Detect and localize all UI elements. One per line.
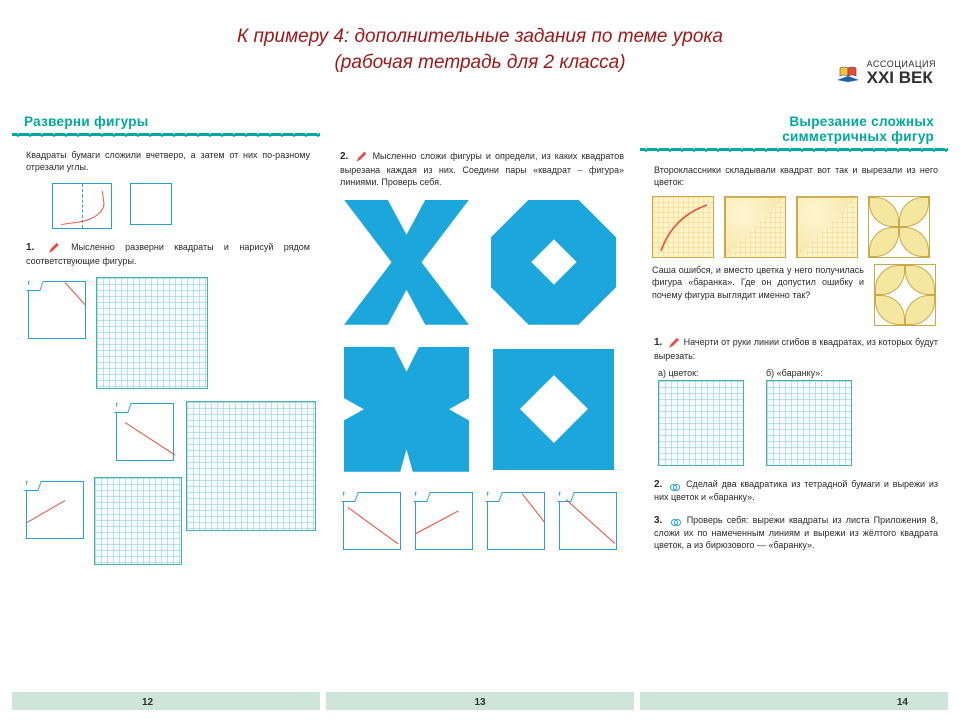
book-icon <box>835 64 861 84</box>
page-footer <box>12 692 320 710</box>
logo-bottom: XXI ВЕК <box>867 68 933 87</box>
title-line-1: К примеру 4: дополнительные задания по т… <box>20 24 940 50</box>
page-14: Вырезание сложных симметричных фигур Вто… <box>640 108 948 710</box>
fold-step-2 <box>130 183 172 225</box>
p2-folded-row <box>326 482 634 572</box>
p3-task3: 3. Проверь себя: вырежи квадраты из лист… <box>640 508 948 556</box>
title-line-2: (рабочая тетрадь для 2 класса) <box>20 50 940 76</box>
shape-x <box>340 196 473 329</box>
p3-task1: 1. Начерти от руки линии сгибов в квадра… <box>640 330 948 366</box>
yellow-fold-2 <box>724 196 786 258</box>
grid-a: а) цветок: <box>658 368 744 466</box>
shape-octagon <box>487 196 620 329</box>
baranka-result <box>874 264 936 326</box>
scissors-icon <box>670 481 680 489</box>
p3-task2: 2. Сделай два квадратика из тетрадной бу… <box>640 472 948 508</box>
shape-square-hole <box>487 343 620 476</box>
p1-task1: 1. Мысленно разверни квадраты и нарисуй … <box>12 235 320 271</box>
folded-square <box>415 492 473 550</box>
p2-task2: 2. Мысленно сложи фигуры и определи, из … <box>326 144 634 192</box>
pencil-icon <box>49 243 59 253</box>
yellow-fold-1 <box>652 196 714 258</box>
yellow-fold-3 <box>796 196 858 258</box>
page-13: 2. Мысленно сложи фигуры и определи, из … <box>326 108 634 710</box>
p3-fold-sequence <box>640 192 948 262</box>
pencil-icon <box>669 338 679 348</box>
grid-b: б) «баранку»: <box>766 368 852 466</box>
p3-answer-grids: а) цветок: б) «баранку»: <box>640 366 948 472</box>
answer-grid <box>186 401 316 531</box>
page-number: 13 <box>474 697 485 708</box>
section-title-p1: Разверни фигуры <box>12 108 320 133</box>
fold-step-1 <box>52 183 112 229</box>
page-12: Разверни фигуры Квадраты бумаги сложили … <box>12 108 320 710</box>
scissors-icon <box>671 516 681 524</box>
p1-grid-area <box>12 271 320 601</box>
answer-grid <box>96 277 208 389</box>
p3-mid-text: Саша ошибся, и вместо цветка у него полу… <box>652 264 864 300</box>
p3-intro: Второклассники складывали квадрат вот та… <box>640 158 948 192</box>
pencil-icon <box>356 152 366 162</box>
page-number: 14 <box>897 697 908 708</box>
slide-title: К примеру 4: дополнительные задания по т… <box>0 0 960 83</box>
page-number: 12 <box>142 697 153 708</box>
shape-m <box>340 343 473 476</box>
section-title-p3: Вырезание сложных симметричных фигур <box>640 108 948 148</box>
folded-square <box>116 403 174 461</box>
p3-mistake-row: Саша ошибся, и вместо цветка у него полу… <box>640 262 948 330</box>
cut-shapes-grid <box>326 192 634 482</box>
folded-square <box>343 492 401 550</box>
p1-intro: Квадраты бумаги сложили вчетверо, а зате… <box>12 143 320 177</box>
answer-grid <box>94 477 182 565</box>
flower-result <box>868 196 930 258</box>
folded-square <box>28 281 86 339</box>
publisher-logo: АССОЦИАЦИЯ XXI ВЕК <box>835 60 936 87</box>
p1-fold-diagram <box>12 177 320 235</box>
folded-square <box>559 492 617 550</box>
zigzag-divider <box>12 133 320 143</box>
folded-square <box>26 481 84 539</box>
workbook-pages: Разверни фигуры Квадраты бумаги сложили … <box>12 108 948 710</box>
folded-square <box>487 492 545 550</box>
zigzag-divider <box>640 148 948 158</box>
